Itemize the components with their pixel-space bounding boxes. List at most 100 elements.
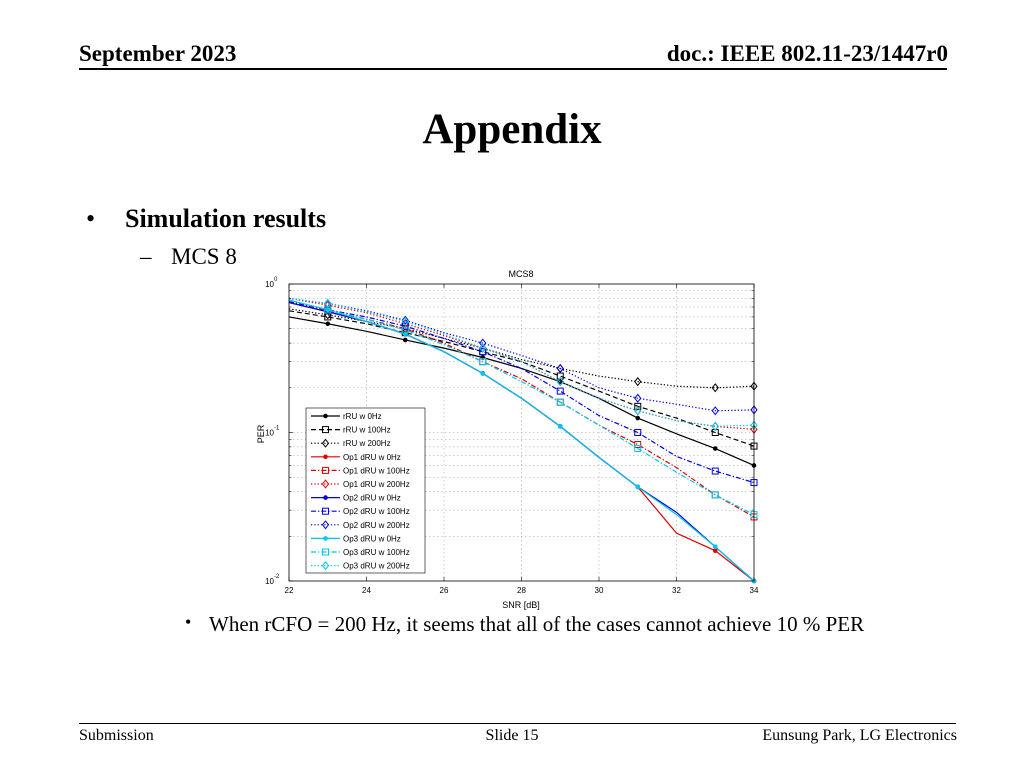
data-point [712,446,718,451]
data-point [556,363,564,374]
data-point [711,406,719,416]
legend-marker [322,507,329,515]
legend-marker [323,536,328,541]
data-point [401,326,409,334]
series-1 [288,316,757,468]
x-tick-label: 28 [517,586,526,595]
legend-box [305,407,426,574]
data-point [557,424,563,429]
data-point [556,387,564,395]
header-divider [79,68,947,70]
x-tick-label: 32 [672,586,681,595]
legend-label: Op1 dRU w 200Hz [343,480,410,489]
bullet-simulation-results: Simulation results [125,204,327,233]
x-tick-label: 24 [362,586,371,595]
data-point [634,393,642,403]
series-9 [288,297,758,416]
footer-slide-number: Slide 15 [485,727,539,744]
data-point [712,544,718,550]
data-point [401,316,409,327]
series-12 [288,297,758,431]
footer-submission: Submission [79,727,154,744]
x-tick-label: 34 [750,586,759,595]
data-point [634,445,642,453]
footer-author: Eunsung Park, LG Electronics [762,727,957,744]
data-point [479,338,487,348]
y-tick-exponent: -1 [274,426,280,432]
data-point [401,322,409,330]
series-line [288,297,755,427]
legend-label: Op2 dRU w 200Hz [343,521,410,530]
data-point [324,298,332,309]
bullet-marker: • [185,612,192,632]
legend-entry: Op2 dRU w 100Hz [311,507,410,516]
legend-marker [322,426,329,434]
legend-label: Op1 dRU w 100Hz [343,466,410,475]
legend-label: rRU w 100Hz [343,426,391,435]
footer-divider [79,723,956,724]
sub-bullet-mcs: MCS 8 [171,244,237,269]
legend-marker [322,466,329,474]
data-point [634,402,642,410]
legend-label: rRU w 200Hz [343,439,391,448]
legend-entry: Op1 dRU w 200Hz [311,479,410,489]
legend-marker [323,413,328,419]
legend-marker [322,548,329,556]
data-point [479,348,487,356]
legend-label: Op3 dRU w 100Hz [343,548,410,557]
data-point [711,467,719,475]
legend-entry: Op2 dRU w 0Hz [311,494,401,503]
bullet-marker: • [86,204,96,233]
legend-entry: Op3 dRU w 200Hz [311,560,410,571]
legend-label: Op3 dRU w 0Hz [343,534,401,543]
legend-label: Op3 dRU w 200Hz [343,562,410,571]
chart-title: MCS8 [508,269,533,279]
legend-label: Op2 dRU w 0Hz [343,494,401,503]
series-line [288,297,755,412]
legend-marker [321,479,330,489]
legend-entry: rRU w 100Hz [311,426,391,435]
data-point [711,383,719,393]
legend-marker [321,560,330,571]
series-line [288,299,755,582]
chart-legend: rRU w 0Hz rRU w 100Hz rRU w 200Hz Op1 dRU w… [305,407,426,574]
legend-entry: Op2 dRU w 200Hz [311,520,410,530]
legend-marker [321,520,330,530]
series-line [288,299,755,516]
data-point [480,371,486,376]
y-tick-label: 10 [265,429,274,438]
y-tick-label: 10 [265,577,274,586]
legend-label: Op1 dRU w 0Hz [343,453,401,462]
y-tick-label: 10 [265,280,274,289]
y-tick-exponent: -2 [274,574,280,580]
legend-entry: Op3 dRU w 0Hz [311,534,401,543]
data-point [711,421,719,431]
data-point [325,321,331,327]
data-point [634,377,642,387]
legend-marker [323,495,328,500]
y-tick-exponent: 0 [274,277,278,283]
data-point [635,484,641,490]
slide-title: Appendix [422,106,602,153]
data-point [556,377,564,387]
data-point [634,429,642,436]
data-point [556,398,564,406]
data-point [634,441,642,449]
legend-marker [321,438,330,448]
header-date: September 2023 [79,41,237,66]
data-point [634,406,642,416]
legend-label: rRU w 0Hz [343,412,382,421]
series-layer [288,297,758,584]
data-point [479,358,487,366]
data-point [401,315,409,325]
x-tick-label: 22 [285,586,294,595]
series-line [288,310,755,447]
legend-label: Op2 dRU w 100Hz [343,507,410,516]
series-line [288,308,755,389]
data-point [402,337,408,343]
x-axis-label: SNR [dB] [502,600,540,610]
data-point [479,343,487,353]
x-tick-label: 30 [595,586,604,595]
